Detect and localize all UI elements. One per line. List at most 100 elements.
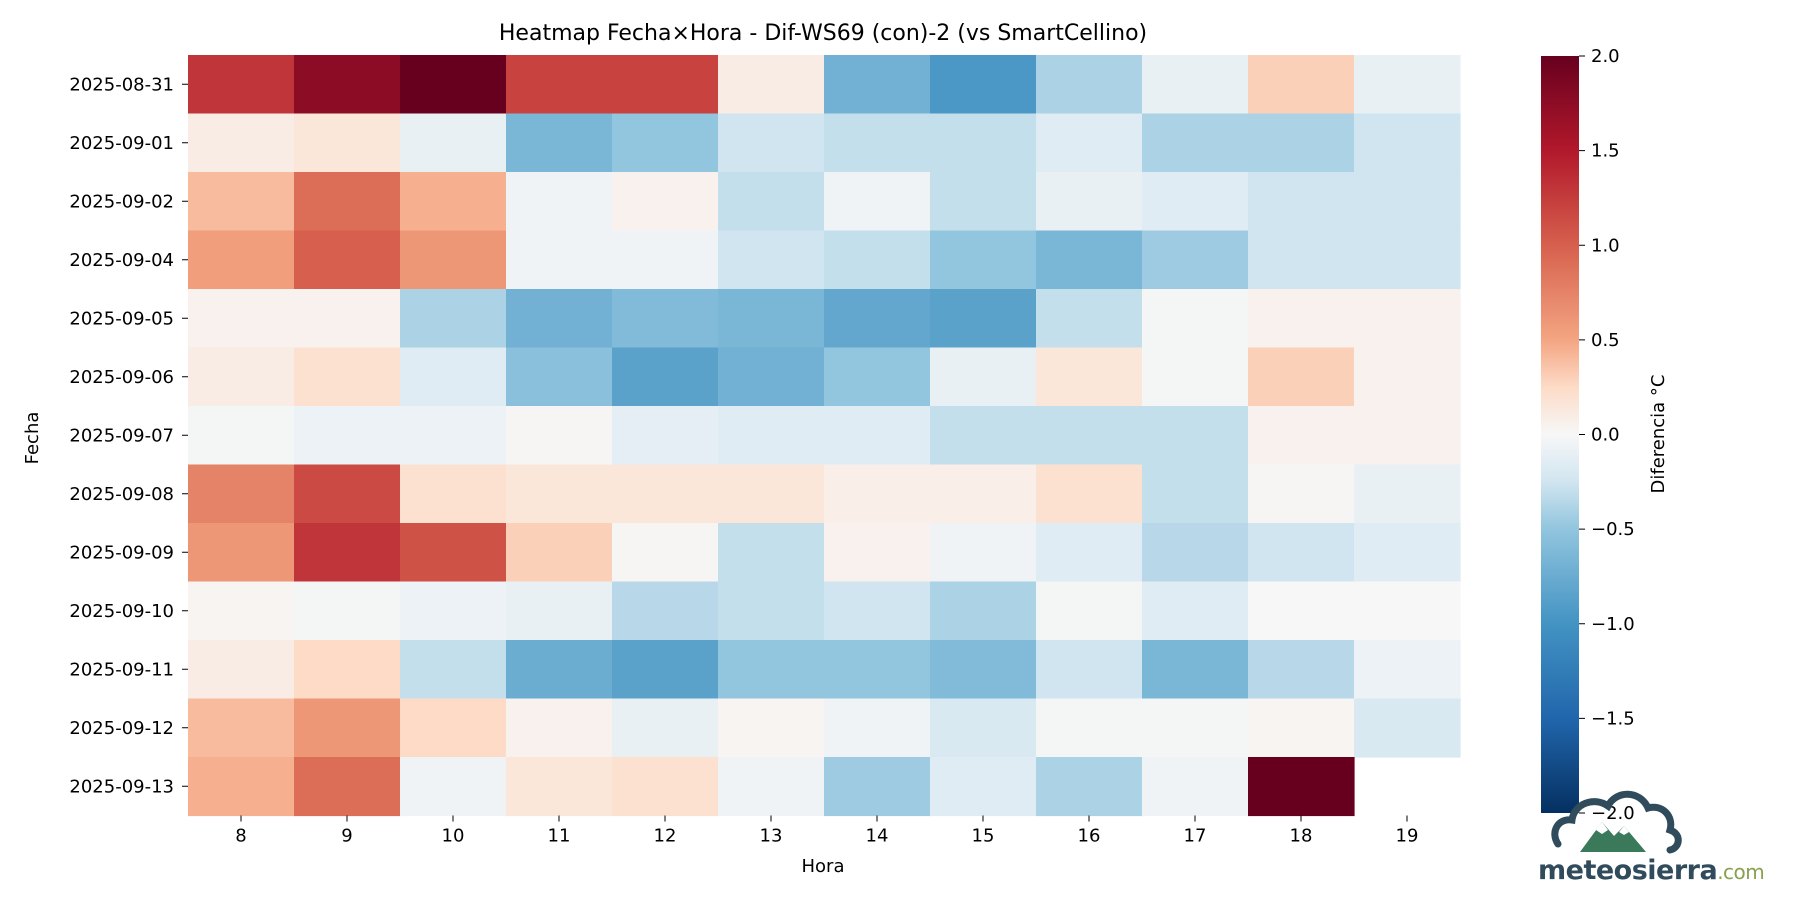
heatmap-cell [1142, 230, 1249, 290]
heatmap-cell [1036, 289, 1143, 349]
heatmap-cell [400, 464, 507, 524]
heatmap-cell [400, 523, 507, 583]
x-tick-label: 14 [866, 826, 889, 847]
colorbar-tick-label: 1.5 [1591, 141, 1620, 162]
heatmap-cell [506, 113, 613, 173]
heatmap-cell [824, 757, 931, 817]
heatmap-cell [294, 347, 401, 407]
heatmap-cell [1354, 406, 1461, 466]
heatmap-cell [1142, 640, 1249, 700]
heatmap-cell [612, 698, 719, 758]
heatmap-cell [824, 55, 931, 115]
heatmap-cell [188, 55, 295, 115]
heatmap-cells [188, 55, 1461, 817]
heatmap-cell [188, 289, 295, 349]
heatmap-cell [718, 523, 825, 583]
heatmap-cell [930, 55, 1037, 115]
heatmap-cell [1036, 113, 1143, 173]
heatmap-cell [1142, 172, 1249, 232]
x-tick-label: 16 [1078, 826, 1101, 847]
heatmap-cell [824, 640, 931, 700]
heatmap-cell [294, 464, 401, 524]
heatmap-cell [1354, 698, 1461, 758]
x-tick-label: 12 [654, 826, 677, 847]
heatmap-cell [1248, 347, 1355, 407]
heatmap-cell [612, 347, 719, 407]
heatmap-cell [930, 289, 1037, 349]
heatmap-cell [294, 113, 401, 173]
heatmap-cell [824, 230, 931, 290]
heatmap-cell [400, 172, 507, 232]
colorbar-tick-label: 2.0 [1591, 46, 1620, 67]
heatmap-cell [930, 172, 1037, 232]
heatmap-cell [612, 757, 719, 817]
y-tick-label: 2025-09-08 [69, 484, 174, 505]
colorbar-ticks: 2.0 1.5 1.0 0.5 0.0 −0.5 −1.0 −1.5 −2.0 [1579, 46, 1635, 824]
heatmap-cell [930, 113, 1037, 173]
heatmap-cell [506, 289, 613, 349]
heatmap-cell [718, 581, 825, 641]
y-tick-label: 2025-09-12 [69, 718, 174, 739]
colorbar-tick-label: −1.5 [1591, 708, 1635, 729]
heatmap-cell [188, 172, 295, 232]
colorbar-tick-label: −2.0 [1591, 803, 1635, 824]
heatmap-cell [1248, 113, 1355, 173]
heatmap-cell [1248, 640, 1355, 700]
y-tick-label: 2025-09-10 [69, 601, 174, 622]
x-tick-label: 9 [341, 826, 352, 847]
heatmap-cell [506, 172, 613, 232]
logo-suffix: .com [1717, 860, 1765, 884]
heatmap-cell [612, 55, 719, 115]
heatmap-cell [294, 289, 401, 349]
heatmap-cell [824, 698, 931, 758]
x-tick-label: 17 [1184, 826, 1207, 847]
heatmap-cell [1248, 230, 1355, 290]
heatmap-cell [1248, 523, 1355, 583]
heatmap-cell [718, 698, 825, 758]
heatmap-cell [1248, 289, 1355, 349]
x-axis-ticks: 8 9 10 11 12 13 14 15 16 17 18 19 [235, 815, 1418, 847]
heatmap-cell [718, 172, 825, 232]
heatmap-cell [1036, 523, 1143, 583]
heatmap-cell [1036, 640, 1143, 700]
heatmap-cell [1142, 55, 1249, 115]
heatmap-cell [612, 230, 719, 290]
heatmap-cell [1354, 55, 1461, 115]
heatmap-cell [188, 406, 295, 466]
heatmap-cell [400, 113, 507, 173]
heatmap-cell [294, 523, 401, 583]
heatmap-cell [400, 698, 507, 758]
heatmap-cell [612, 464, 719, 524]
heatmap-cell [718, 347, 825, 407]
heatmap-cell [612, 113, 719, 173]
heatmap-cell [1142, 698, 1249, 758]
heatmap-cell [506, 55, 613, 115]
heatmap-cell [506, 347, 613, 407]
heatmap-cell [930, 230, 1037, 290]
heatmap-cell [294, 640, 401, 700]
heatmap-cell [1036, 698, 1143, 758]
y-tick-label: 2025-09-04 [69, 250, 174, 271]
heatmap-cell [718, 757, 825, 817]
y-tick-label: 2025-09-09 [69, 542, 174, 563]
heatmap-cell [294, 230, 401, 290]
heatmap-cell [612, 640, 719, 700]
heatmap-cell [930, 640, 1037, 700]
heatmap-cell [1142, 406, 1249, 466]
heatmap-cell [1248, 172, 1355, 232]
heatmap-cell [400, 757, 507, 817]
heatmap-cell [930, 757, 1037, 817]
heatmap-cell [1248, 464, 1355, 524]
heatmap-cell [930, 698, 1037, 758]
heatmap-cell [718, 230, 825, 290]
heatmap-cell [612, 406, 719, 466]
y-tick-label: 2025-08-31 [69, 74, 174, 95]
x-axis-label: Hora [802, 856, 845, 877]
heatmap-cell [506, 523, 613, 583]
logo-wordmark: meteosierra.com [1538, 855, 1765, 886]
heatmap-cell [1142, 464, 1249, 524]
heatmap-cell [1354, 172, 1461, 232]
y-tick-label: 2025-09-06 [69, 367, 174, 388]
heatmap-cell [930, 347, 1037, 407]
